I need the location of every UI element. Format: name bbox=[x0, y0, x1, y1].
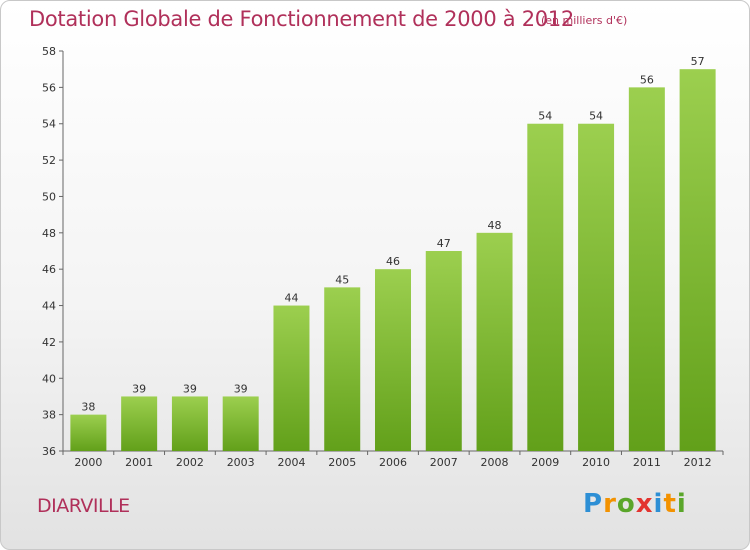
value-label-2003: 39 bbox=[234, 382, 248, 395]
logo-letter: t bbox=[663, 489, 677, 519]
logo-letter: o bbox=[616, 489, 636, 519]
value-label-2006: 46 bbox=[386, 255, 400, 268]
bar-2003 bbox=[222, 396, 259, 451]
y-tick-label: 56 bbox=[42, 81, 56, 94]
logo-letter: x bbox=[635, 489, 654, 519]
x-tick-label-2005: 2005 bbox=[328, 456, 356, 469]
x-tick-label-2002: 2002 bbox=[176, 456, 204, 469]
bar-2004 bbox=[273, 305, 310, 451]
x-tick-label-2011: 2011 bbox=[633, 456, 661, 469]
y-tick-label: 50 bbox=[42, 190, 56, 203]
y-tick-label: 52 bbox=[42, 154, 56, 167]
value-label-2000: 38 bbox=[81, 401, 95, 414]
bar-2005 bbox=[324, 287, 361, 451]
chart-labels: 38 2000 39 2001 39 2002 39 2003 44 2004 45 2005 46 20… bbox=[74, 55, 711, 469]
bar-2009 bbox=[527, 123, 564, 452]
value-label-2004: 44 bbox=[284, 292, 298, 305]
proxiti-logo: Proxiti bbox=[583, 489, 687, 519]
logo-letter: r bbox=[603, 489, 617, 519]
x-tick-label-2010: 2010 bbox=[582, 456, 610, 469]
value-label-2012: 57 bbox=[691, 55, 705, 68]
y-tick-label: 48 bbox=[42, 227, 56, 240]
value-label-2009: 54 bbox=[538, 110, 552, 123]
y-tick-label: 44 bbox=[42, 300, 56, 313]
value-label-2005: 45 bbox=[335, 273, 349, 286]
y-tick-label: 58 bbox=[42, 45, 56, 58]
chart-title: Dotation Globale de Fonctionnement de 20… bbox=[29, 7, 574, 31]
bar-2002 bbox=[171, 396, 208, 451]
value-label-2011: 56 bbox=[640, 73, 654, 86]
value-label-2008: 48 bbox=[488, 219, 502, 232]
y-tick-label: 54 bbox=[42, 118, 56, 131]
x-tick-label-2003: 2003 bbox=[227, 456, 255, 469]
x-tick-label-2001: 2001 bbox=[125, 456, 153, 469]
value-label-2010: 54 bbox=[589, 110, 603, 123]
y-tick-label: 38 bbox=[42, 409, 56, 422]
bar-2008 bbox=[476, 232, 513, 451]
x-tick-label-2007: 2007 bbox=[430, 456, 458, 469]
logo-letter: i bbox=[676, 489, 687, 519]
x-tick-label-2006: 2006 bbox=[379, 456, 407, 469]
bar-2001 bbox=[121, 396, 158, 451]
x-tick-label-2000: 2000 bbox=[74, 456, 102, 469]
x-tick-label-2009: 2009 bbox=[531, 456, 559, 469]
commune-name: DIARVILLE bbox=[37, 495, 130, 517]
x-tick-label-2012: 2012 bbox=[684, 456, 712, 469]
value-label-2002: 39 bbox=[183, 382, 197, 395]
bar-2000 bbox=[70, 414, 107, 451]
bar-2006 bbox=[375, 269, 411, 451]
value-label-2007: 47 bbox=[437, 237, 451, 250]
logo-letter: P bbox=[583, 489, 604, 519]
bar-2010 bbox=[578, 123, 615, 452]
x-tick-label-2004: 2004 bbox=[277, 456, 305, 469]
chart-subtitle: (en milliers d'€) bbox=[541, 14, 628, 27]
bar-2011 bbox=[628, 87, 665, 451]
y-tick-label: 36 bbox=[42, 445, 56, 458]
chart-bars bbox=[70, 69, 716, 452]
logo-letter: i bbox=[653, 489, 664, 519]
bar-2012 bbox=[679, 69, 716, 451]
y-tick-label: 40 bbox=[42, 372, 56, 385]
value-label-2001: 39 bbox=[132, 382, 146, 395]
y-tick-label: 42 bbox=[42, 336, 56, 349]
x-tick-label-2008: 2008 bbox=[481, 456, 509, 469]
bar-2007 bbox=[425, 251, 462, 451]
y-tick-label: 46 bbox=[42, 263, 56, 276]
chart-axes: 36 38 40 42 44 46 48 50 52 54 56 58 bbox=[42, 45, 724, 458]
